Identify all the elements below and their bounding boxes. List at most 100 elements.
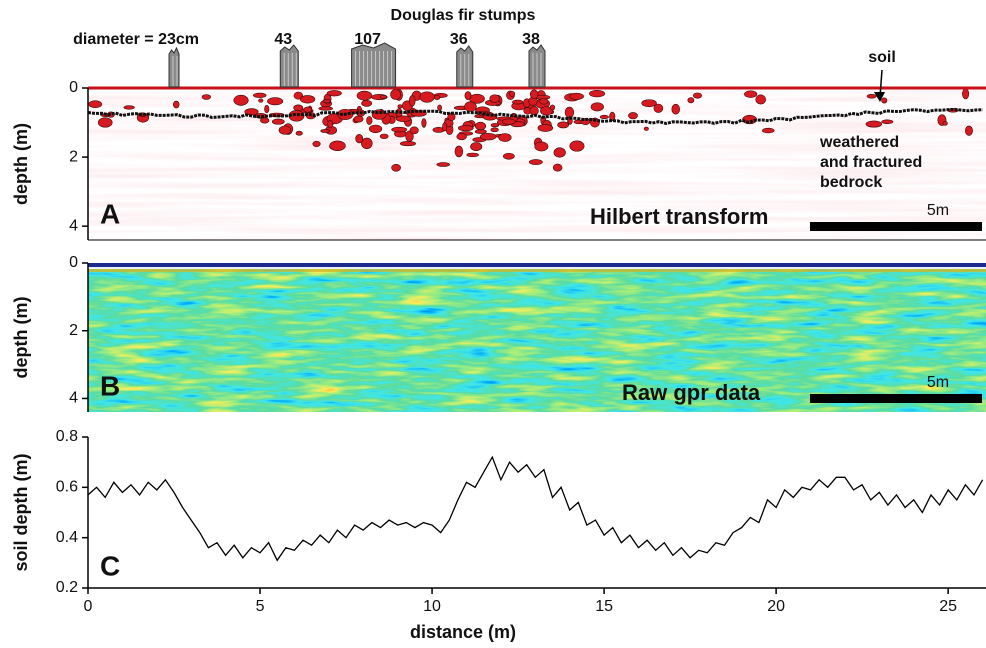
annotation: soil [868,49,896,66]
reflector-blob [865,120,883,128]
reflector-blob [479,133,497,141]
reflector-blob [866,93,877,99]
reflector-blob [569,92,584,100]
reflector-blob [436,162,450,167]
stump-label: diameter = 23cm [73,31,199,48]
title: Douglas fir stumps [391,7,536,24]
reflector-blob [744,90,758,98]
reflector-blob [540,106,553,116]
y-tick-label: 2 [69,148,78,165]
reflector-blob [641,99,657,108]
reflector-blob [395,115,412,122]
y-tick-label: 0.4 [56,529,78,546]
reflector-blob [466,152,479,158]
reflector-blob [564,106,575,119]
reflector-blob [312,140,321,148]
reflector-blob [379,95,387,99]
scale-bar-label: 5m [927,202,949,219]
reflector-blob [361,137,373,150]
surface-band [88,267,986,269]
reflector-blob [762,127,775,134]
reflector-blob [88,100,103,109]
reflector-blob [470,142,483,152]
y-axis-label: depth (m) [11,123,31,205]
reflector-blob [390,89,402,100]
reflector-blob [326,90,342,97]
reflector-blob [442,122,448,132]
stump-label: 107 [354,31,381,48]
y-tick-label: 0 [69,254,78,271]
reflector-blob [329,140,346,151]
reflector-blob [609,111,616,122]
reflector-blob [537,124,554,132]
reflector-blob [408,95,416,107]
x-tick-label: 15 [595,598,613,615]
reflector-blob [397,104,403,109]
scale-bar [809,394,982,403]
panel-caption: Hilbert transform [590,204,768,229]
reflector-blob [599,114,609,119]
reflector-blob [379,133,389,139]
reflector-blob [965,125,973,136]
x-axis-label: distance (m) [410,622,516,642]
reflector-blob [361,99,373,107]
stump-label: 43 [274,31,292,48]
stump [168,46,180,88]
reflector-blob [303,106,313,113]
y-tick-label: 4 [69,217,78,234]
surface-band [88,263,986,267]
reflector-blob [278,125,292,135]
y-axis-label: soil depth (m) [11,454,31,572]
reflector-blob [671,103,680,115]
y-tick-label: 2 [69,322,78,339]
reflector-blob [881,97,888,104]
reflector-blob [323,99,331,104]
reflector-blob [318,106,333,111]
reflector-blob [421,118,427,128]
soil-depth-line [87,455,984,562]
reflector-blob [353,115,364,123]
panel-caption: Raw gpr data [622,380,761,405]
reflector-blob [498,133,512,142]
reflector-blob [437,104,442,111]
reflector-blob [293,91,304,100]
stump-label: 38 [522,31,540,48]
annotation: bedrock [820,174,882,191]
soil-interface [87,107,983,126]
reflector-blob [569,140,585,152]
panel-label: B [100,370,120,401]
reflector-blob [512,99,524,105]
reflector-blob [419,91,435,103]
annotation-arrowhead [874,92,885,102]
reflector-blob [464,91,472,100]
reflector-blob [260,117,270,124]
reflector-blob [201,94,211,100]
reflector-blob [233,94,249,106]
reflector-blob [368,124,383,134]
reflector-blob [399,141,416,147]
reflector-blob [320,129,331,133]
reflector-blob [628,112,638,120]
reflector-blob [653,103,664,113]
reflector-blob [293,104,304,111]
reflector-blob [755,94,766,105]
reflector-blob [253,92,267,98]
reflector-blob [589,90,606,98]
reflector-blob [123,105,135,110]
panel-label: A [100,198,120,229]
surface-band [88,269,986,272]
reflector-blob [456,133,467,141]
reflector-blob [590,102,604,112]
reflector-blob [881,119,894,125]
reflector-blob [962,88,970,100]
reflector-blob [97,117,113,128]
reflector-blob [643,126,649,131]
reflector-blob [299,95,316,104]
reflector-blob [501,118,516,125]
reflector-blob [391,163,401,172]
scale-bar [809,222,982,231]
reflector-blob [687,97,695,104]
reflector-blob [553,147,566,158]
reflector-blob [474,121,487,131]
